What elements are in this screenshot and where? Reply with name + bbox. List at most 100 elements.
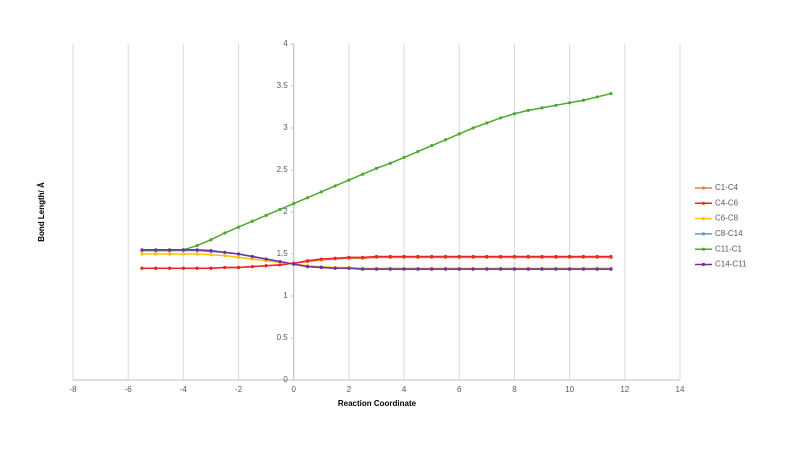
data-point: [181, 248, 185, 252]
data-point: [568, 267, 572, 271]
data-point: [526, 254, 530, 259]
legend-label: C8-C14: [715, 229, 743, 238]
data-point: [154, 266, 158, 270]
data-point: [512, 254, 517, 259]
data-point: [250, 265, 254, 269]
legend-label: C4-C6: [715, 198, 739, 207]
data-point: [361, 267, 365, 271]
data-point: [167, 252, 172, 256]
data-point: [361, 255, 365, 259]
data-point: [430, 254, 434, 259]
data-point: [402, 267, 406, 271]
data-point: [333, 266, 337, 270]
data-point: [457, 254, 461, 259]
data-point: [443, 138, 448, 142]
y-tick-label: 1.5: [277, 249, 289, 258]
data-point: [333, 256, 337, 260]
data-point: [319, 265, 323, 270]
data-point: [471, 126, 475, 130]
data-point: [416, 254, 420, 259]
data-point: [485, 121, 489, 125]
data-point: [609, 91, 613, 96]
y-tick-label: 2.5: [277, 165, 289, 174]
data-point: [305, 196, 310, 200]
data-point: [388, 267, 392, 271]
y-tick-label: 1: [283, 291, 288, 300]
data-point: [333, 184, 337, 188]
data-point: [485, 267, 489, 271]
series-line: [141, 92, 612, 252]
data-point: [278, 259, 282, 264]
data-point: [416, 149, 420, 154]
x-tick-label: 0: [292, 385, 297, 394]
data-point: [195, 248, 199, 252]
data-point: [361, 172, 365, 176]
series-line: [141, 256, 612, 270]
x-tick-label: 8: [512, 385, 517, 394]
data-point: [154, 248, 158, 252]
data-point: [305, 265, 310, 269]
data-point: [209, 266, 213, 270]
data-point: [595, 267, 599, 271]
data-point: [223, 265, 227, 270]
data-point: [512, 267, 517, 271]
data-point: [430, 267, 434, 271]
series-line: [141, 249, 612, 270]
data-point: [526, 267, 530, 271]
data-point: [568, 101, 572, 105]
data-point: [609, 267, 613, 271]
data-point: [526, 108, 530, 112]
x-tick-label: 14: [676, 385, 685, 394]
data-point: [554, 267, 558, 271]
data-point: [195, 266, 199, 270]
data-point: [443, 267, 448, 271]
legend-marker: [701, 201, 706, 205]
legend-marker: [701, 232, 706, 236]
legend-label: C14-C11: [715, 260, 747, 269]
y-tick-label: 3: [283, 123, 288, 132]
data-point: [236, 252, 241, 256]
data-point: [416, 267, 420, 271]
data-point: [374, 267, 379, 271]
data-point: [140, 266, 144, 270]
data-point: [499, 267, 503, 271]
legend-label: C6-C8: [715, 214, 739, 223]
data-point: [402, 254, 406, 259]
data-point: [443, 254, 448, 259]
data-point: [278, 263, 282, 267]
data-point: [154, 252, 158, 256]
x-tick-label: 6: [457, 385, 462, 394]
x-tick-label: -4: [180, 385, 188, 394]
data-point: [581, 254, 586, 259]
series-line: [141, 249, 612, 270]
data-point: [499, 116, 503, 120]
data-point: [319, 257, 323, 261]
data-point: [457, 267, 461, 271]
data-point: [581, 98, 586, 102]
data-point: [540, 267, 544, 271]
data-point: [236, 255, 241, 259]
data-point: [140, 248, 144, 252]
data-point: [581, 267, 586, 271]
x-tick-label: 2: [347, 385, 352, 394]
data-point: [471, 267, 475, 271]
legend-marker: [701, 186, 706, 190]
legend-marker: [701, 217, 706, 221]
data-point: [347, 178, 351, 182]
data-point: [554, 103, 558, 107]
data-point: [167, 266, 172, 270]
data-point: [471, 254, 475, 259]
data-point: [347, 255, 351, 259]
data-point: [167, 248, 172, 252]
data-point: [554, 254, 558, 259]
y-tick-label: 4: [283, 39, 288, 48]
x-tick-label: 4: [402, 385, 407, 394]
data-point: [181, 266, 185, 270]
data-point: [223, 250, 227, 254]
x-axis-title: Reaction Coordinate: [338, 399, 417, 408]
data-point: [209, 249, 213, 253]
data-point: [305, 259, 310, 263]
x-tick-label: 10: [565, 385, 574, 394]
data-point: [457, 132, 461, 136]
